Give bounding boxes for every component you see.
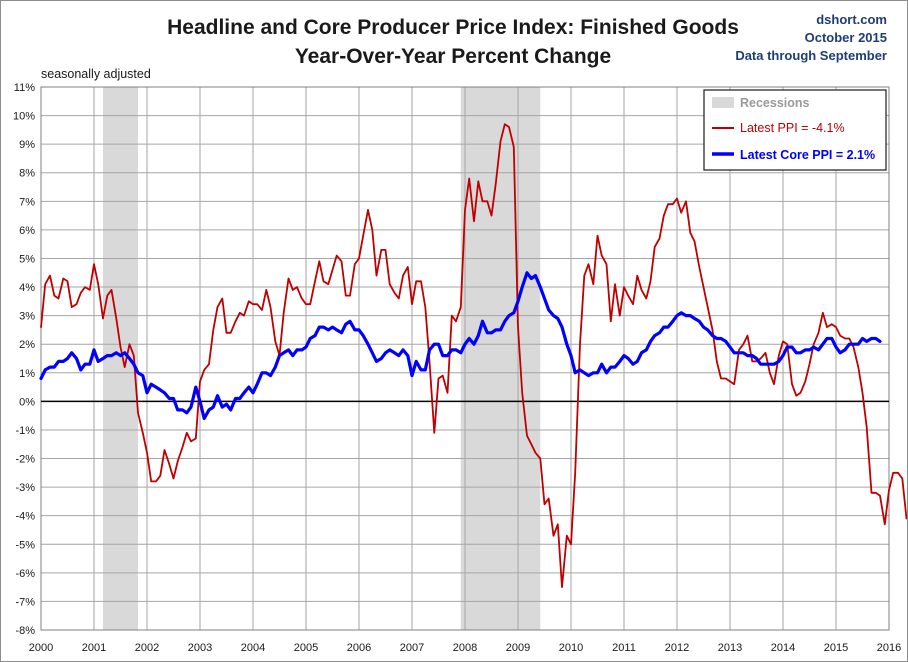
recession-band-2 bbox=[460, 87, 541, 630]
seasonally-adjusted-note: seasonally adjusted bbox=[41, 67, 151, 81]
y-tick-label: 6% bbox=[19, 225, 35, 237]
gridlines bbox=[40, 86, 890, 631]
y-tick-label: -2% bbox=[15, 454, 35, 466]
y-tick-label: 10% bbox=[13, 111, 35, 123]
y-tick-label: 9% bbox=[19, 139, 35, 151]
legend-label-recessions: Recessions bbox=[740, 96, 810, 110]
source-date: October 2015 bbox=[805, 30, 887, 45]
y-tick-label: 11% bbox=[14, 82, 35, 94]
x-tick-label: 2003 bbox=[188, 642, 212, 654]
x-tick-label: 2007 bbox=[400, 642, 424, 654]
recession-band-1 bbox=[103, 87, 138, 630]
y-tick-label: -8% bbox=[15, 625, 35, 637]
y-tick-label: -6% bbox=[15, 568, 35, 580]
y-tick-label: -3% bbox=[15, 482, 35, 494]
source-site: dshort.com bbox=[816, 12, 887, 27]
y-tick-label: 2% bbox=[19, 339, 35, 351]
y-tick-label: -4% bbox=[15, 511, 35, 523]
y-tick-label: 5% bbox=[19, 253, 35, 265]
plot-area-border bbox=[40, 86, 890, 631]
source-data-through: Data through September bbox=[735, 48, 887, 63]
x-tick-label: 2008 bbox=[453, 642, 477, 654]
x-tick-label: 2006 bbox=[347, 642, 371, 654]
x-tick-label: 2005 bbox=[294, 642, 318, 654]
x-tick-label: 2010 bbox=[559, 642, 583, 654]
x-tick-label: 2014 bbox=[771, 642, 795, 654]
x-tick-label: 2002 bbox=[135, 642, 159, 654]
core-ppi-series-line bbox=[39, 271, 882, 421]
recession-bands bbox=[103, 87, 541, 630]
x-tick-label: 2004 bbox=[241, 642, 265, 654]
x-tick-label: 2000 bbox=[29, 642, 53, 654]
y-tick-label: 4% bbox=[19, 282, 35, 294]
y-tick-label: 3% bbox=[19, 311, 35, 323]
y-tick-label: 0% bbox=[19, 396, 35, 408]
legend-box bbox=[703, 89, 887, 171]
y-tick-label: -1% bbox=[15, 425, 35, 437]
x-axis-labels: 2000 2001 2002 2003 2004 2005 2006 2007 2008 2009… bbox=[29, 642, 901, 654]
y-tick-label: 1% bbox=[19, 368, 35, 380]
x-tick-label: 2001 bbox=[82, 642, 106, 654]
legend-label-core: Latest Core PPI = 2.1% bbox=[740, 148, 875, 162]
legend-swatch-recessions bbox=[712, 97, 734, 108]
x-tick-label: 2012 bbox=[665, 642, 689, 654]
legend: Recessions Latest PPI = -4.1% Latest Cor… bbox=[703, 89, 887, 171]
y-axis-labels: -8% -7% -6% -5% -4% -3% -2% -1% 0% 1% 2% 3% 4% 5% 6% 7%… bbox=[13, 82, 35, 637]
y-tick-label: 8% bbox=[19, 168, 35, 180]
x-tick-label: 2013 bbox=[718, 642, 742, 654]
y-tick-label: 7% bbox=[19, 196, 35, 208]
x-tick-label: 2011 bbox=[612, 642, 636, 654]
x-tick-label: 2015 bbox=[824, 642, 848, 654]
y-tick-label: -7% bbox=[15, 596, 35, 608]
x-tick-label: 2009 bbox=[506, 642, 530, 654]
legend-label-ppi: Latest PPI = -4.1% bbox=[740, 121, 845, 135]
chart-title-line2: Year-Over-Year Percent Change bbox=[295, 45, 611, 68]
ppi-series-line bbox=[40, 123, 907, 588]
series-lines bbox=[39, 123, 907, 588]
x-tick-label: 2016 bbox=[877, 642, 901, 654]
chart-title-line1: Headline and Core Producer Price Index: … bbox=[167, 16, 739, 39]
y-tick-label: -5% bbox=[15, 539, 35, 551]
